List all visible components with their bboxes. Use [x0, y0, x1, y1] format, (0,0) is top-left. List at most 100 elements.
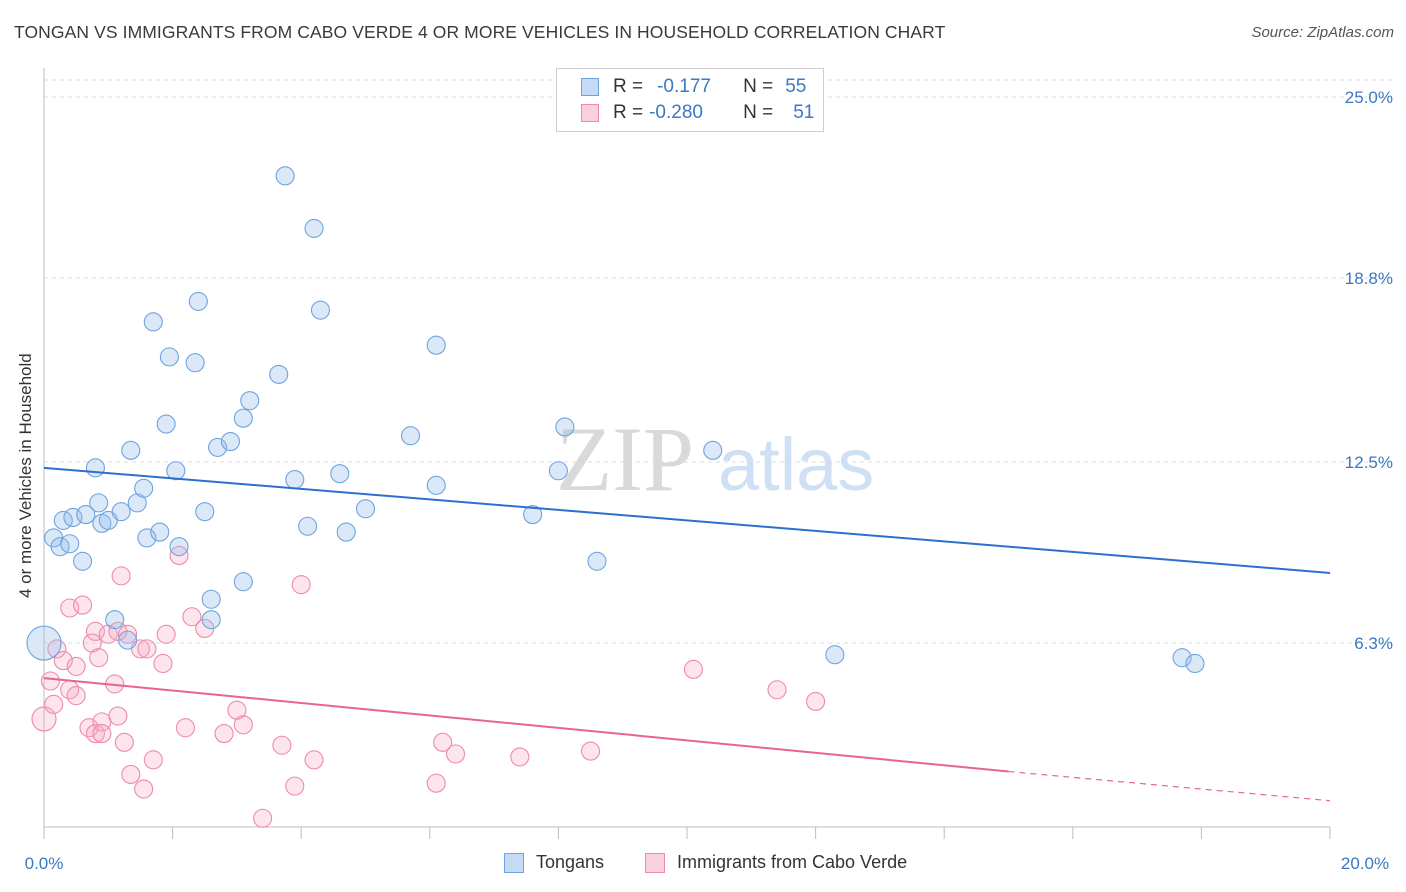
- trend-line-cabo-verde-extension: [1008, 770, 1331, 802]
- legend-label-cabo-verde: Immigrants from Cabo Verde: [677, 852, 908, 872]
- legend-swatch-cabo-verde: [645, 852, 665, 873]
- data-point: [201, 610, 221, 630]
- data-point: [118, 630, 138, 650]
- series-tongans: [26, 166, 1205, 674]
- data-point: [66, 656, 86, 676]
- data-point: [85, 724, 105, 744]
- data-point: [153, 653, 173, 674]
- data-point: [445, 744, 466, 764]
- data-point: [40, 671, 60, 691]
- legend-n-value: 51: [793, 102, 815, 123]
- data-point: [548, 461, 568, 481]
- legend-r-label: R =: [613, 102, 644, 123]
- data-point: [156, 414, 176, 434]
- data-point: [336, 522, 356, 542]
- data-point: [767, 680, 787, 700]
- data-point: [291, 575, 311, 595]
- data-point: [85, 458, 105, 478]
- data-point: [304, 218, 324, 238]
- data-point: [233, 715, 253, 735]
- chart-source: Source: ZipAtlas.com: [1251, 24, 1394, 41]
- data-point: [275, 166, 295, 186]
- data-point: [683, 659, 703, 679]
- data-point: [169, 537, 189, 557]
- data-point: [175, 718, 196, 738]
- legend-r-label: R =: [613, 76, 644, 97]
- data-point: [166, 461, 186, 481]
- watermark-atlas: atlas: [718, 423, 874, 506]
- data-point: [137, 639, 157, 659]
- data-point: [89, 493, 109, 513]
- legend-item-cabo-verde: Immigrants from Cabo Verde: [645, 852, 907, 873]
- legend-n-label: N =: [743, 102, 774, 123]
- y-tick-label: 18.8%: [1345, 269, 1393, 288]
- data-point: [159, 347, 179, 367]
- data-point: [355, 499, 376, 519]
- data-point: [272, 735, 292, 755]
- data-point: [121, 764, 141, 784]
- data-point: [105, 610, 125, 630]
- data-point: [426, 773, 446, 793]
- data-point: [111, 566, 131, 586]
- data-point: [201, 589, 221, 609]
- legend-label-tongans: Tongans: [536, 852, 605, 872]
- data-point: [185, 353, 205, 373]
- data-point: [233, 572, 253, 592]
- data-point: [156, 624, 176, 644]
- data-point: [60, 534, 80, 554]
- y-tick-label: 25.0%: [1345, 88, 1393, 107]
- data-point: [285, 469, 305, 490]
- data-point: [121, 440, 141, 460]
- data-point: [76, 505, 96, 525]
- data-point: [220, 432, 241, 452]
- grid-lines: [44, 79, 1392, 644]
- data-point: [426, 475, 446, 495]
- data-point: [118, 624, 138, 644]
- data-point: [114, 732, 134, 752]
- data-point: [240, 391, 260, 411]
- data-point: [26, 625, 62, 661]
- data-point: [73, 551, 93, 571]
- data-point: [426, 335, 446, 355]
- data-point: [400, 426, 421, 446]
- data-point: [66, 686, 86, 706]
- data-point: [304, 750, 324, 770]
- data-point: [143, 312, 163, 332]
- axes: [43, 68, 1331, 839]
- legend-n-value: 55: [785, 76, 807, 97]
- data-point: [195, 502, 215, 522]
- series-legend: Tongans Immigrants from Cabo Verde: [0, 852, 1406, 878]
- watermark: ZIP atlas: [556, 408, 874, 510]
- legend-r-value: -0.280: [649, 102, 703, 123]
- legend-n-label: N =: [743, 76, 774, 97]
- data-point: [150, 522, 170, 542]
- data-point: [214, 724, 234, 744]
- data-point: [285, 776, 305, 796]
- legend-r-value: -0.177: [657, 76, 711, 97]
- y-tick-label: 12.5%: [1345, 453, 1393, 472]
- data-point: [233, 408, 253, 428]
- data-point: [253, 808, 273, 828]
- data-point: [523, 505, 543, 525]
- data-point: [182, 607, 202, 627]
- data-point: [555, 417, 575, 437]
- data-point: [44, 694, 64, 714]
- trend-line-tongans: [43, 466, 1331, 574]
- y-tick-label: 6.3%: [1354, 634, 1393, 653]
- data-point: [580, 741, 601, 761]
- data-point: [1185, 653, 1205, 674]
- legend-row-tongans: R = -0.177 N = 55: [581, 74, 806, 100]
- tick-labels: 25.0% 18.8% 12.5% 6.3% 0.0% 20.0%: [25, 88, 1393, 873]
- data-point: [825, 645, 845, 665]
- chart-title: TONGAN VS IMMIGRANTS FROM CABO VERDE 4 O…: [14, 22, 946, 42]
- series-cabo-verde: [31, 545, 826, 828]
- data-point: [269, 364, 289, 384]
- trend-lines: [43, 466, 1331, 802]
- data-point: [433, 732, 453, 752]
- data-point: [134, 779, 154, 799]
- x-tick-label: 0.0%: [25, 854, 64, 873]
- data-point: [108, 706, 128, 726]
- data-point: [92, 724, 112, 744]
- data-point: [510, 747, 530, 767]
